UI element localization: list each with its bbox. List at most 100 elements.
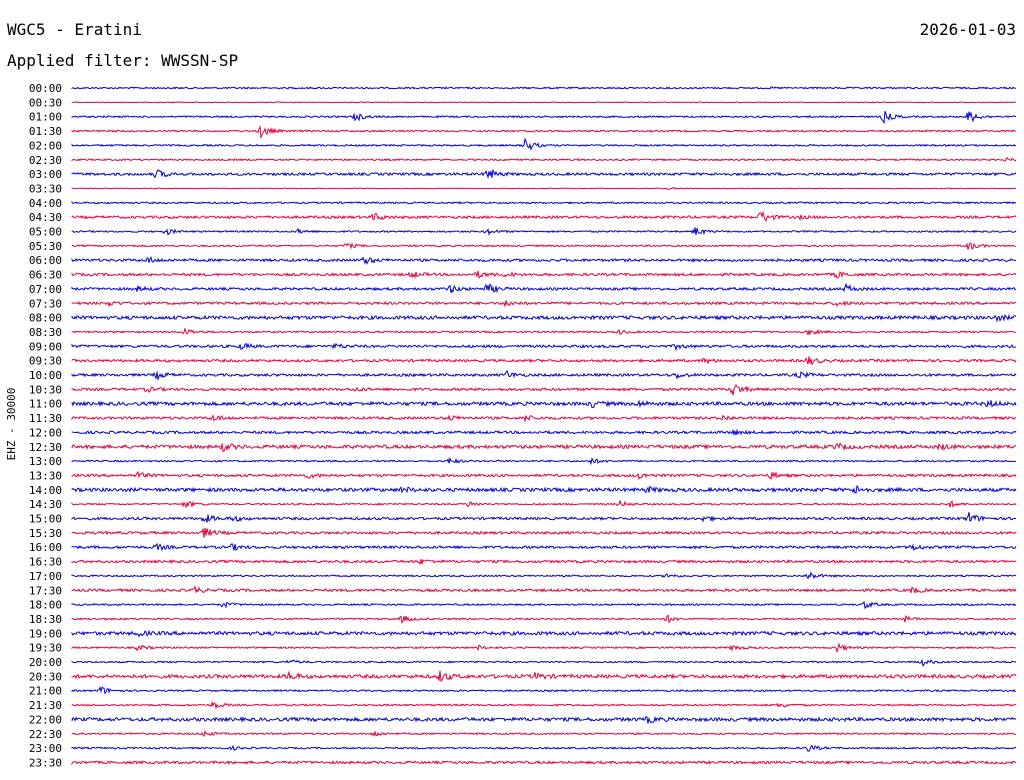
trace-line — [71, 282, 1017, 294]
trace-line — [71, 760, 1017, 766]
trace-line — [71, 744, 1017, 752]
time-label: 03:00 — [29, 168, 62, 181]
trace-line — [71, 399, 1017, 409]
time-label: 17:30 — [29, 584, 62, 597]
trace-line — [71, 470, 1017, 481]
trace-line — [71, 313, 1017, 323]
time-label: 03:30 — [29, 182, 62, 195]
time-label: 07:00 — [29, 283, 62, 296]
trace-line — [71, 670, 1017, 683]
time-label: 09:30 — [29, 355, 62, 368]
time-label: 20:30 — [29, 670, 62, 683]
trace-line — [71, 369, 1017, 382]
time-label: 00:00 — [29, 82, 62, 95]
trace-line — [71, 484, 1017, 494]
trace-line — [71, 614, 1017, 625]
time-label: 01:00 — [29, 111, 62, 124]
time-label: 18:00 — [29, 599, 62, 612]
time-label: 01:30 — [29, 125, 62, 138]
time-label: 15:30 — [29, 527, 62, 540]
filter-label: Applied filter: WWSSN-SP — [7, 51, 239, 70]
time-label: 15:00 — [29, 513, 62, 526]
trace-line — [71, 328, 1017, 336]
station-title: WGC5 - Eratini — [7, 20, 142, 39]
trace-line — [71, 700, 1017, 710]
time-label: 04:30 — [29, 211, 62, 224]
trace-line — [71, 255, 1017, 265]
trace-line — [71, 600, 1017, 609]
trace-group — [71, 86, 1017, 766]
time-label: 00:30 — [29, 96, 62, 109]
time-label: 06:00 — [29, 254, 62, 267]
trace-line — [71, 428, 1017, 437]
time-label: 08:00 — [29, 312, 62, 325]
time-label: 05:30 — [29, 240, 62, 253]
time-label: 10:00 — [29, 369, 62, 382]
trace-line — [71, 110, 1017, 125]
time-label: 14:30 — [29, 498, 62, 511]
trace-line — [71, 499, 1017, 509]
time-label: 11:00 — [29, 398, 62, 411]
date-label: 2026-01-03 — [919, 20, 1016, 39]
time-label: 06:30 — [29, 269, 62, 282]
trace-line — [71, 527, 1017, 538]
time-label: 17:00 — [29, 570, 62, 583]
trace-line — [71, 729, 1017, 738]
trace-line — [71, 227, 1017, 237]
trace-line — [71, 356, 1017, 366]
trace-line — [71, 168, 1017, 180]
trace-line — [71, 642, 1017, 654]
trace-line — [71, 559, 1017, 566]
time-label: 20:00 — [29, 656, 62, 669]
time-label: 13:00 — [29, 455, 62, 468]
trace-line — [71, 101, 1017, 104]
trace-line — [71, 383, 1017, 396]
time-label: 13:30 — [29, 469, 62, 482]
trace-line — [71, 342, 1017, 352]
time-label: 16:30 — [29, 556, 62, 569]
trace-line — [71, 156, 1017, 162]
trace-line — [71, 137, 1017, 151]
time-label: 08:30 — [29, 326, 62, 339]
time-label: 12:00 — [29, 426, 62, 439]
trace-line — [71, 686, 1017, 695]
trace-line — [71, 442, 1017, 452]
trace-line — [71, 512, 1017, 523]
trace-line — [71, 300, 1017, 308]
trace-line — [71, 585, 1017, 594]
trace-line — [71, 456, 1017, 466]
trace-line — [71, 658, 1017, 667]
trace-line — [71, 200, 1017, 205]
time-label: 19:00 — [29, 627, 62, 640]
time-label: 05:00 — [29, 226, 62, 239]
time-label: 10:30 — [29, 383, 62, 396]
time-label: 23:30 — [29, 756, 62, 769]
trace-line — [71, 270, 1017, 279]
time-label: 21:30 — [29, 699, 62, 712]
time-label: 21:00 — [29, 685, 62, 698]
trace-line — [71, 187, 1017, 191]
time-label: 07:30 — [29, 297, 62, 310]
trace-line — [71, 242, 1017, 250]
time-label: 22:30 — [29, 728, 62, 741]
trace-line — [71, 715, 1017, 724]
time-label: 23:00 — [29, 742, 62, 755]
trace-line — [71, 542, 1017, 552]
time-label: 04:00 — [29, 197, 62, 210]
time-label: 19:30 — [29, 642, 62, 655]
time-label: 12:30 — [29, 441, 62, 454]
time-label: 16:00 — [29, 541, 62, 554]
trace-line — [71, 629, 1017, 638]
channel-axis-label: EHZ - 30000 — [5, 388, 18, 461]
trace-line — [71, 414, 1017, 423]
trace-line — [71, 124, 1017, 139]
time-label: 11:30 — [29, 412, 62, 425]
time-label: 14:00 — [29, 484, 62, 497]
trace-line — [71, 571, 1017, 580]
trace-line — [71, 210, 1017, 223]
time-label: 09:00 — [29, 340, 62, 353]
time-label: 18:30 — [29, 613, 62, 626]
time-label: 02:30 — [29, 154, 62, 167]
